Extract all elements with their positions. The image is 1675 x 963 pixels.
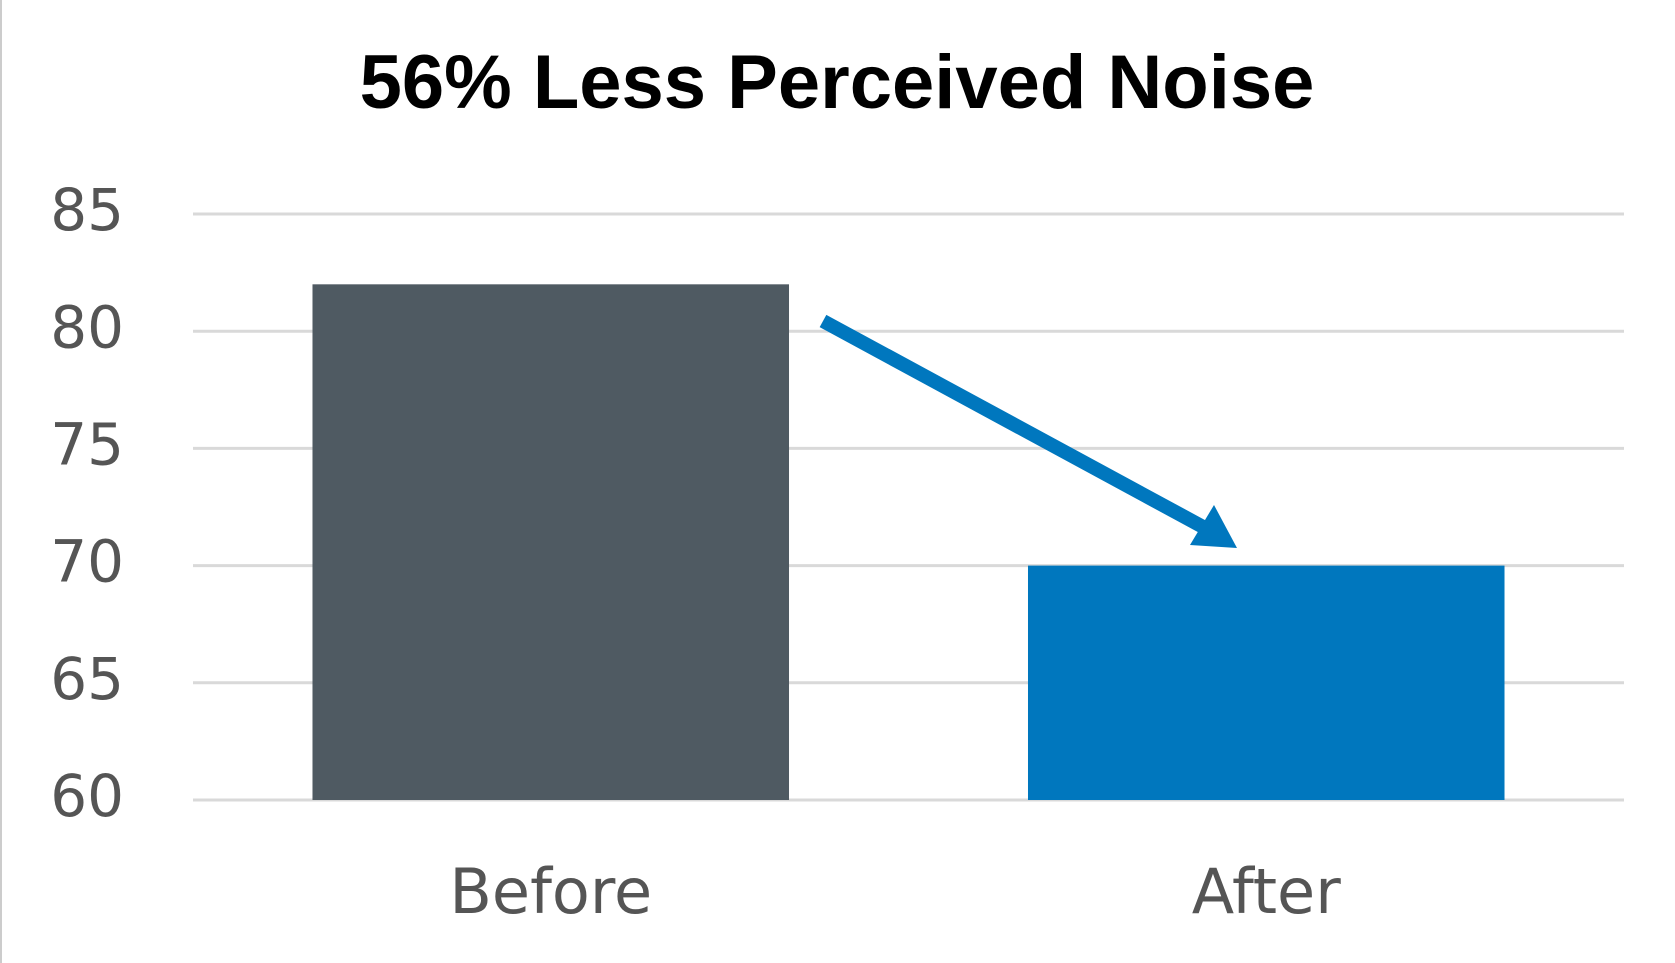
y-tick-label: 75: [50, 411, 124, 479]
y-tick-label: 85: [50, 176, 124, 244]
arrow-head: [1190, 505, 1237, 548]
bar: [312, 284, 790, 800]
y-tick-label: 80: [50, 293, 124, 361]
trend-arrow: [819, 314, 1237, 548]
arrow-shaft: [819, 314, 1209, 535]
y-tick-label: 60: [50, 762, 124, 830]
y-tick-label: 65: [50, 645, 124, 713]
x-tick-label: After: [1192, 855, 1341, 928]
chart-title: 56% Less Perceived Noise: [360, 40, 1315, 125]
bar: [1027, 565, 1505, 800]
grid: 60 65 70 75 80 85 Before After: [50, 176, 1624, 928]
y-tick-label: 70: [50, 528, 124, 596]
x-tick-label: Before: [449, 855, 652, 928]
bars: [312, 284, 1505, 800]
